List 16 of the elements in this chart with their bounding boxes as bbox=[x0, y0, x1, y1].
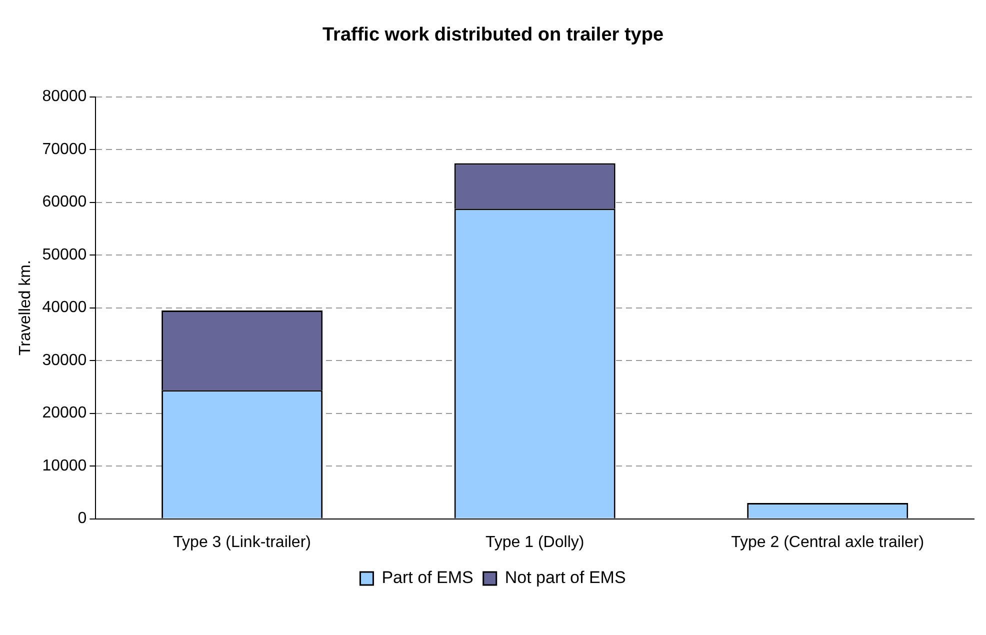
y-tick-label: 20000 bbox=[42, 404, 87, 422]
legend-label: Part of EMS bbox=[382, 568, 474, 588]
y-tick-label: 30000 bbox=[42, 352, 87, 369]
y-tick-label: 80000 bbox=[42, 88, 87, 106]
y-tick-label: 10000 bbox=[42, 457, 87, 474]
chart-title: Traffic work distributed on trailer type bbox=[322, 24, 664, 46]
y-tick-label: 0 bbox=[78, 510, 87, 528]
y-axis-title: Travelled km. bbox=[17, 260, 34, 356]
x-tick-label: Type 2 (Central axle trailer) bbox=[731, 534, 924, 551]
legend-label: Not part of EMS bbox=[504, 568, 626, 588]
y-tick-label: 70000 bbox=[42, 140, 87, 158]
y-tick-label: 50000 bbox=[42, 246, 87, 264]
x-tick-label: Type 1 (Dolly) bbox=[485, 534, 584, 551]
y-tick-label: 40000 bbox=[42, 299, 87, 316]
y-tick-label: 60000 bbox=[42, 194, 87, 211]
x-tick-label: Type 3 (Link-trailer) bbox=[173, 534, 311, 551]
